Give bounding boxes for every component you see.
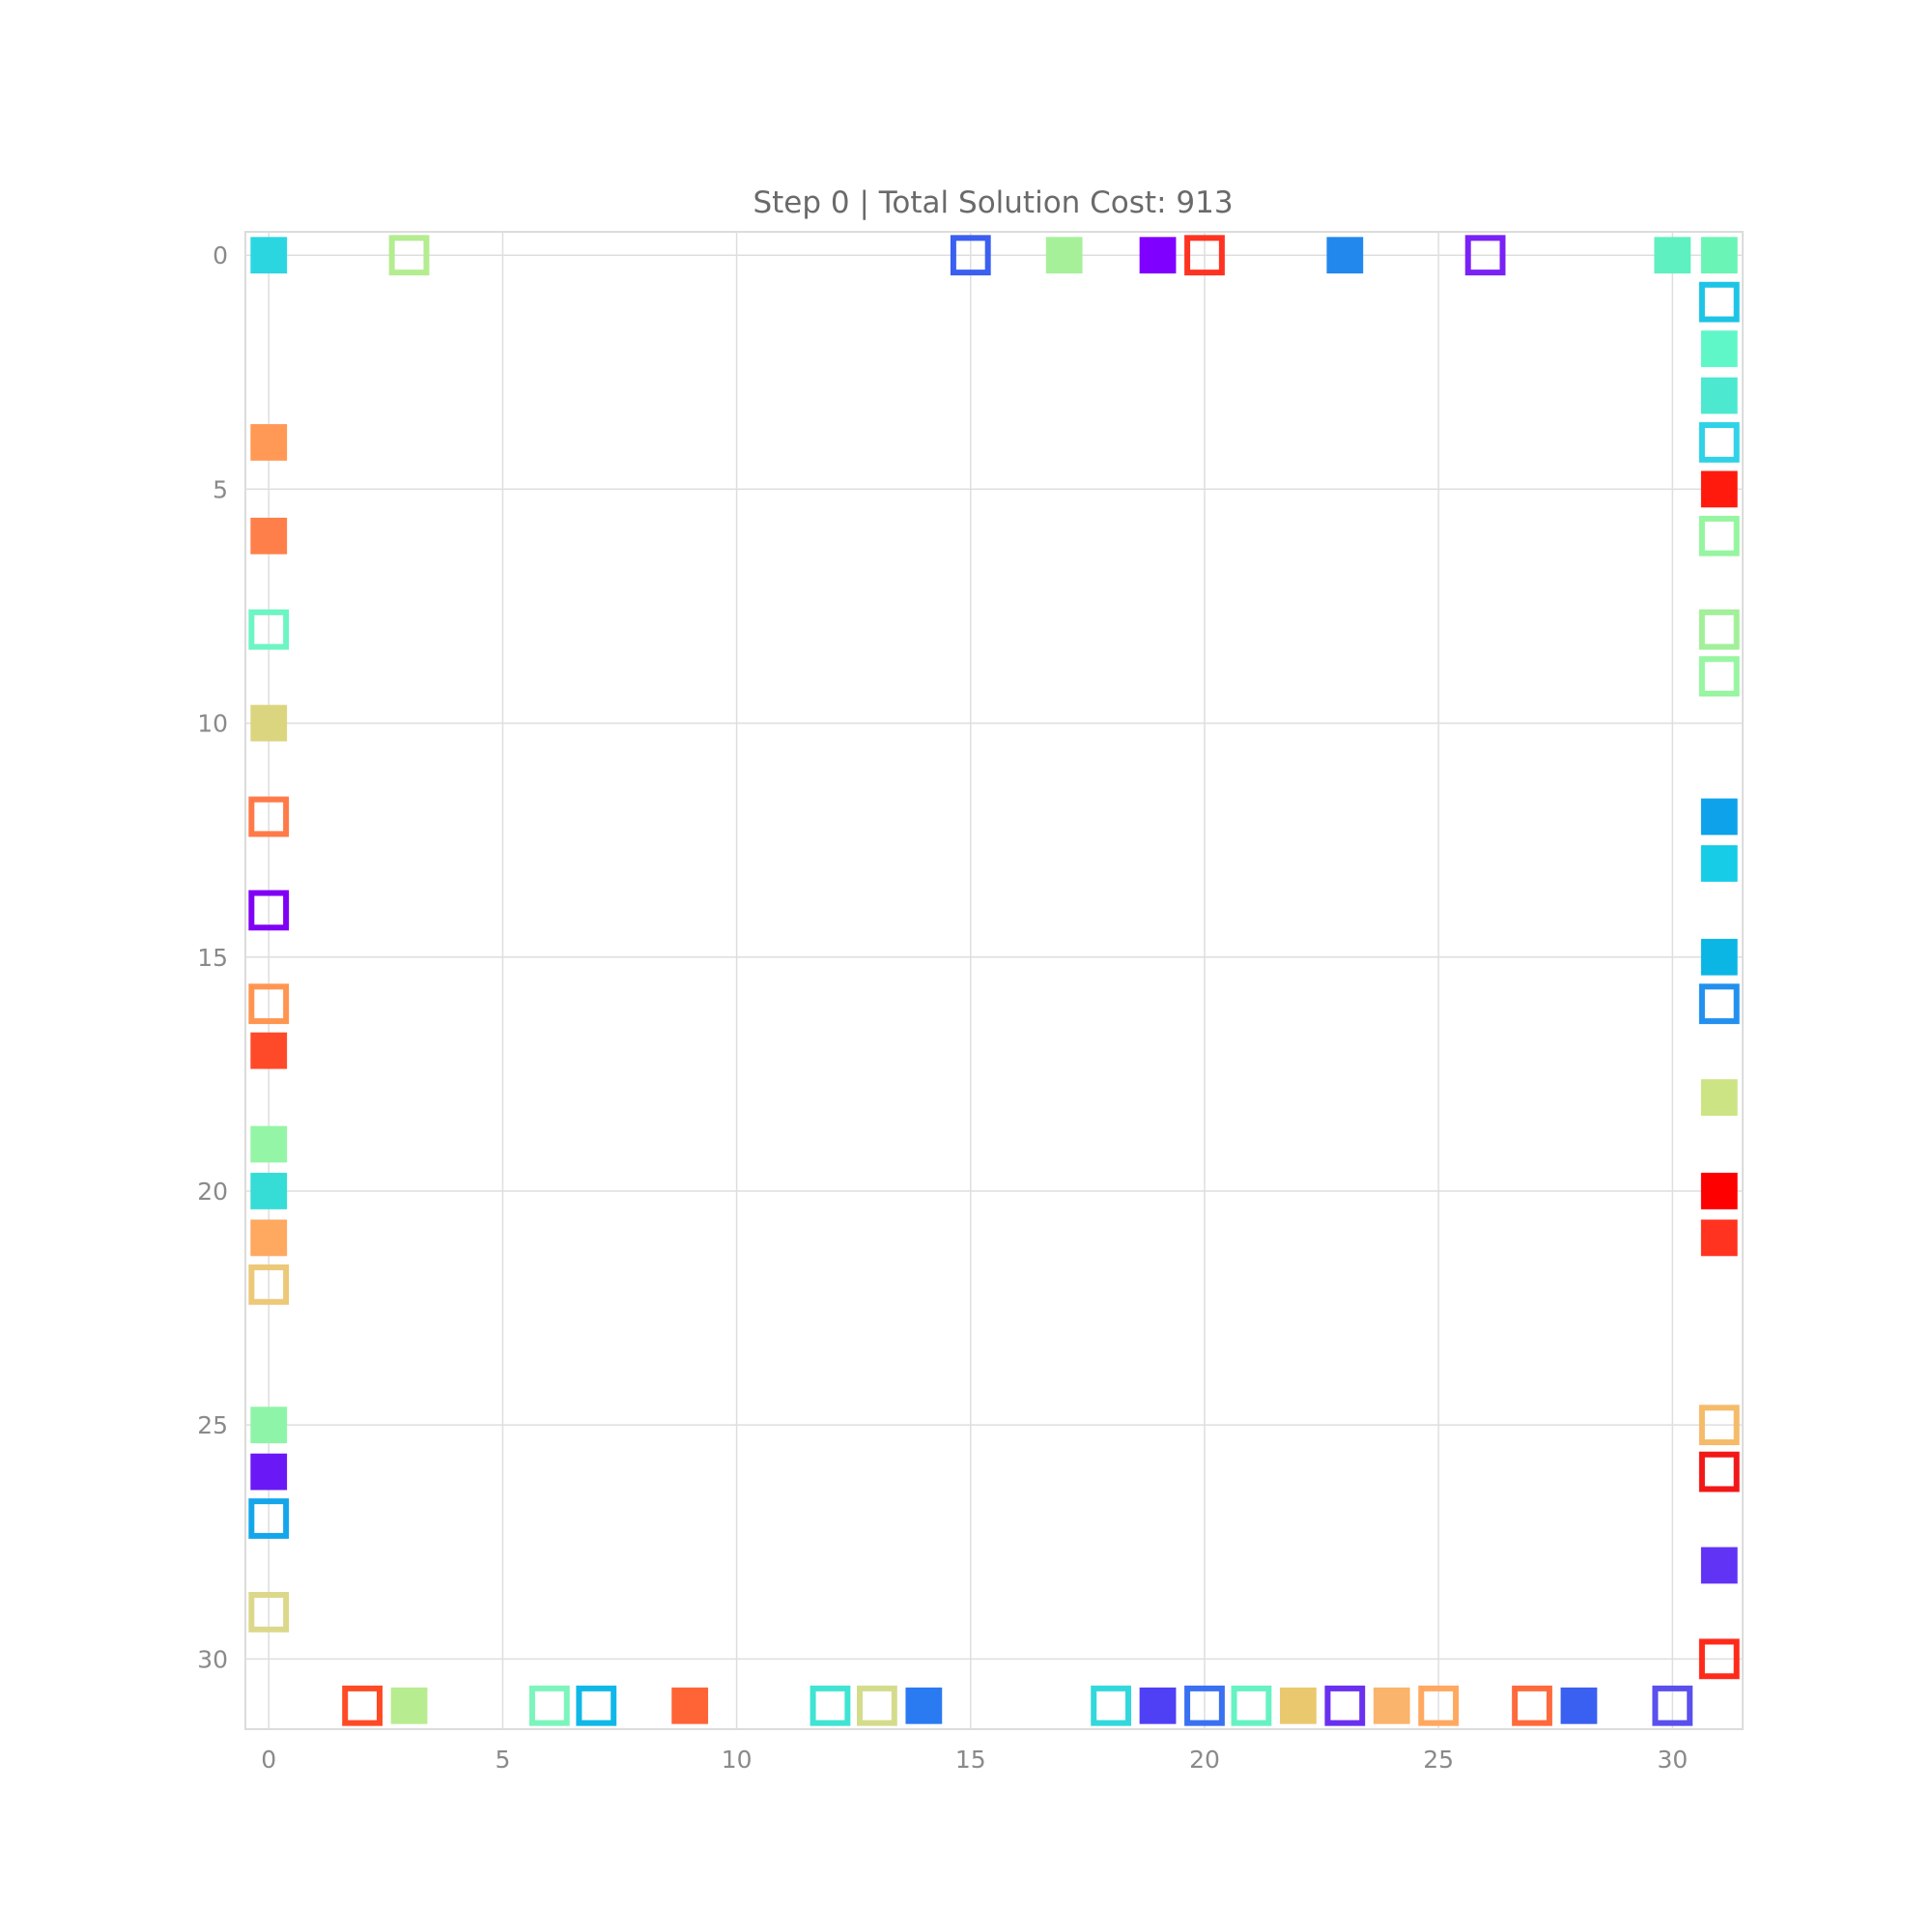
x-tick-label: 10 [722, 1746, 753, 1774]
filled-marker [1700, 1219, 1738, 1257]
x-tick-label: 20 [1189, 1746, 1220, 1774]
hollow-marker [1698, 1405, 1740, 1446]
hollow-marker [1698, 609, 1740, 650]
hollow-marker [248, 1264, 290, 1305]
hollow-marker [248, 983, 290, 1025]
y-tick-label: 20 [197, 1178, 228, 1206]
hollow-marker [1698, 281, 1740, 323]
filled-marker [250, 1219, 288, 1257]
filled-marker [1279, 1687, 1317, 1724]
tick-labels: 0 5 10 15 20 25 30 0 5 10 15 20 25 30 [197, 242, 1688, 1774]
filled-marker [1700, 1173, 1738, 1209]
hollow-marker [248, 609, 290, 650]
filled-marker [250, 704, 288, 742]
filled-marker [250, 1032, 288, 1069]
hollow-marker [1464, 235, 1506, 276]
filled-marker [1654, 237, 1691, 274]
x-tick-label: 25 [1423, 1746, 1454, 1774]
filled-marker [905, 1687, 943, 1724]
hollow-marker [810, 1685, 851, 1726]
hollow-marker [388, 235, 430, 276]
hollow-marker [248, 1592, 290, 1633]
filled-marker [1700, 330, 1738, 367]
filled-marker [1700, 377, 1738, 414]
filled-marker [1326, 237, 1364, 274]
hollow-marker [1231, 1685, 1272, 1726]
filled-marker [250, 1173, 288, 1209]
filled-marker [1700, 798, 1738, 836]
filled-marker [250, 237, 288, 274]
y-tick-label: 10 [197, 710, 228, 738]
filled-marker [250, 1125, 288, 1163]
hollow-marker [1698, 422, 1740, 463]
y-tick-label: 0 [213, 242, 228, 270]
filled-marker [250, 1453, 288, 1491]
hollow-marker [1698, 1451, 1740, 1492]
filled-marker [1700, 1547, 1738, 1584]
x-tick-label: 5 [495, 1746, 510, 1774]
filled-marker [671, 1687, 709, 1724]
filled-marker [1700, 1079, 1738, 1116]
grid-lines [245, 232, 1743, 1729]
hollow-marker [1418, 1685, 1460, 1726]
filled-marker [1045, 237, 1083, 274]
x-tick-label: 0 [261, 1746, 276, 1774]
filled-marker [1700, 237, 1738, 274]
hollow-marker [342, 1685, 383, 1726]
y-tick-label: 25 [197, 1411, 228, 1439]
hollow-marker [1698, 1638, 1740, 1680]
y-tick-label: 5 [213, 475, 228, 503]
plot-area [244, 231, 1744, 1730]
hollow-marker [1698, 515, 1740, 556]
x-tick-label: 30 [1657, 1746, 1688, 1774]
hollow-marker [1698, 983, 1740, 1025]
filled-marker [1700, 938, 1738, 976]
filled-marker [1560, 1687, 1598, 1724]
filled-marker [1700, 845, 1738, 882]
hollow-marker [528, 1685, 570, 1726]
x-tick-label: 15 [955, 1746, 986, 1774]
cell-markers [248, 235, 1740, 1726]
hollow-marker [857, 1685, 897, 1726]
hollow-marker [576, 1685, 617, 1726]
hollow-marker [1184, 235, 1225, 276]
hollow-marker [248, 890, 290, 931]
hollow-marker [248, 796, 290, 838]
hollow-marker [950, 235, 991, 276]
hollow-marker [1512, 1685, 1552, 1726]
filled-marker [250, 517, 288, 554]
hollow-marker [1698, 656, 1740, 697]
filled-marker [1139, 237, 1177, 274]
filled-marker [1700, 470, 1738, 508]
hollow-marker [248, 1498, 290, 1539]
hollow-marker [1652, 1685, 1693, 1726]
filled-marker [250, 424, 288, 461]
chart-title: Step 0 | Total Solution Cost: 913 [753, 185, 1233, 220]
y-tick-label: 30 [197, 1645, 228, 1673]
hollow-marker [1184, 1685, 1225, 1726]
hollow-marker [1091, 1685, 1131, 1726]
filled-marker [1139, 1687, 1177, 1724]
hollow-marker [1324, 1685, 1366, 1726]
filled-marker [250, 1406, 288, 1444]
filled-marker [1373, 1687, 1410, 1724]
y-tick-label: 15 [197, 944, 228, 972]
filled-marker [390, 1687, 428, 1724]
